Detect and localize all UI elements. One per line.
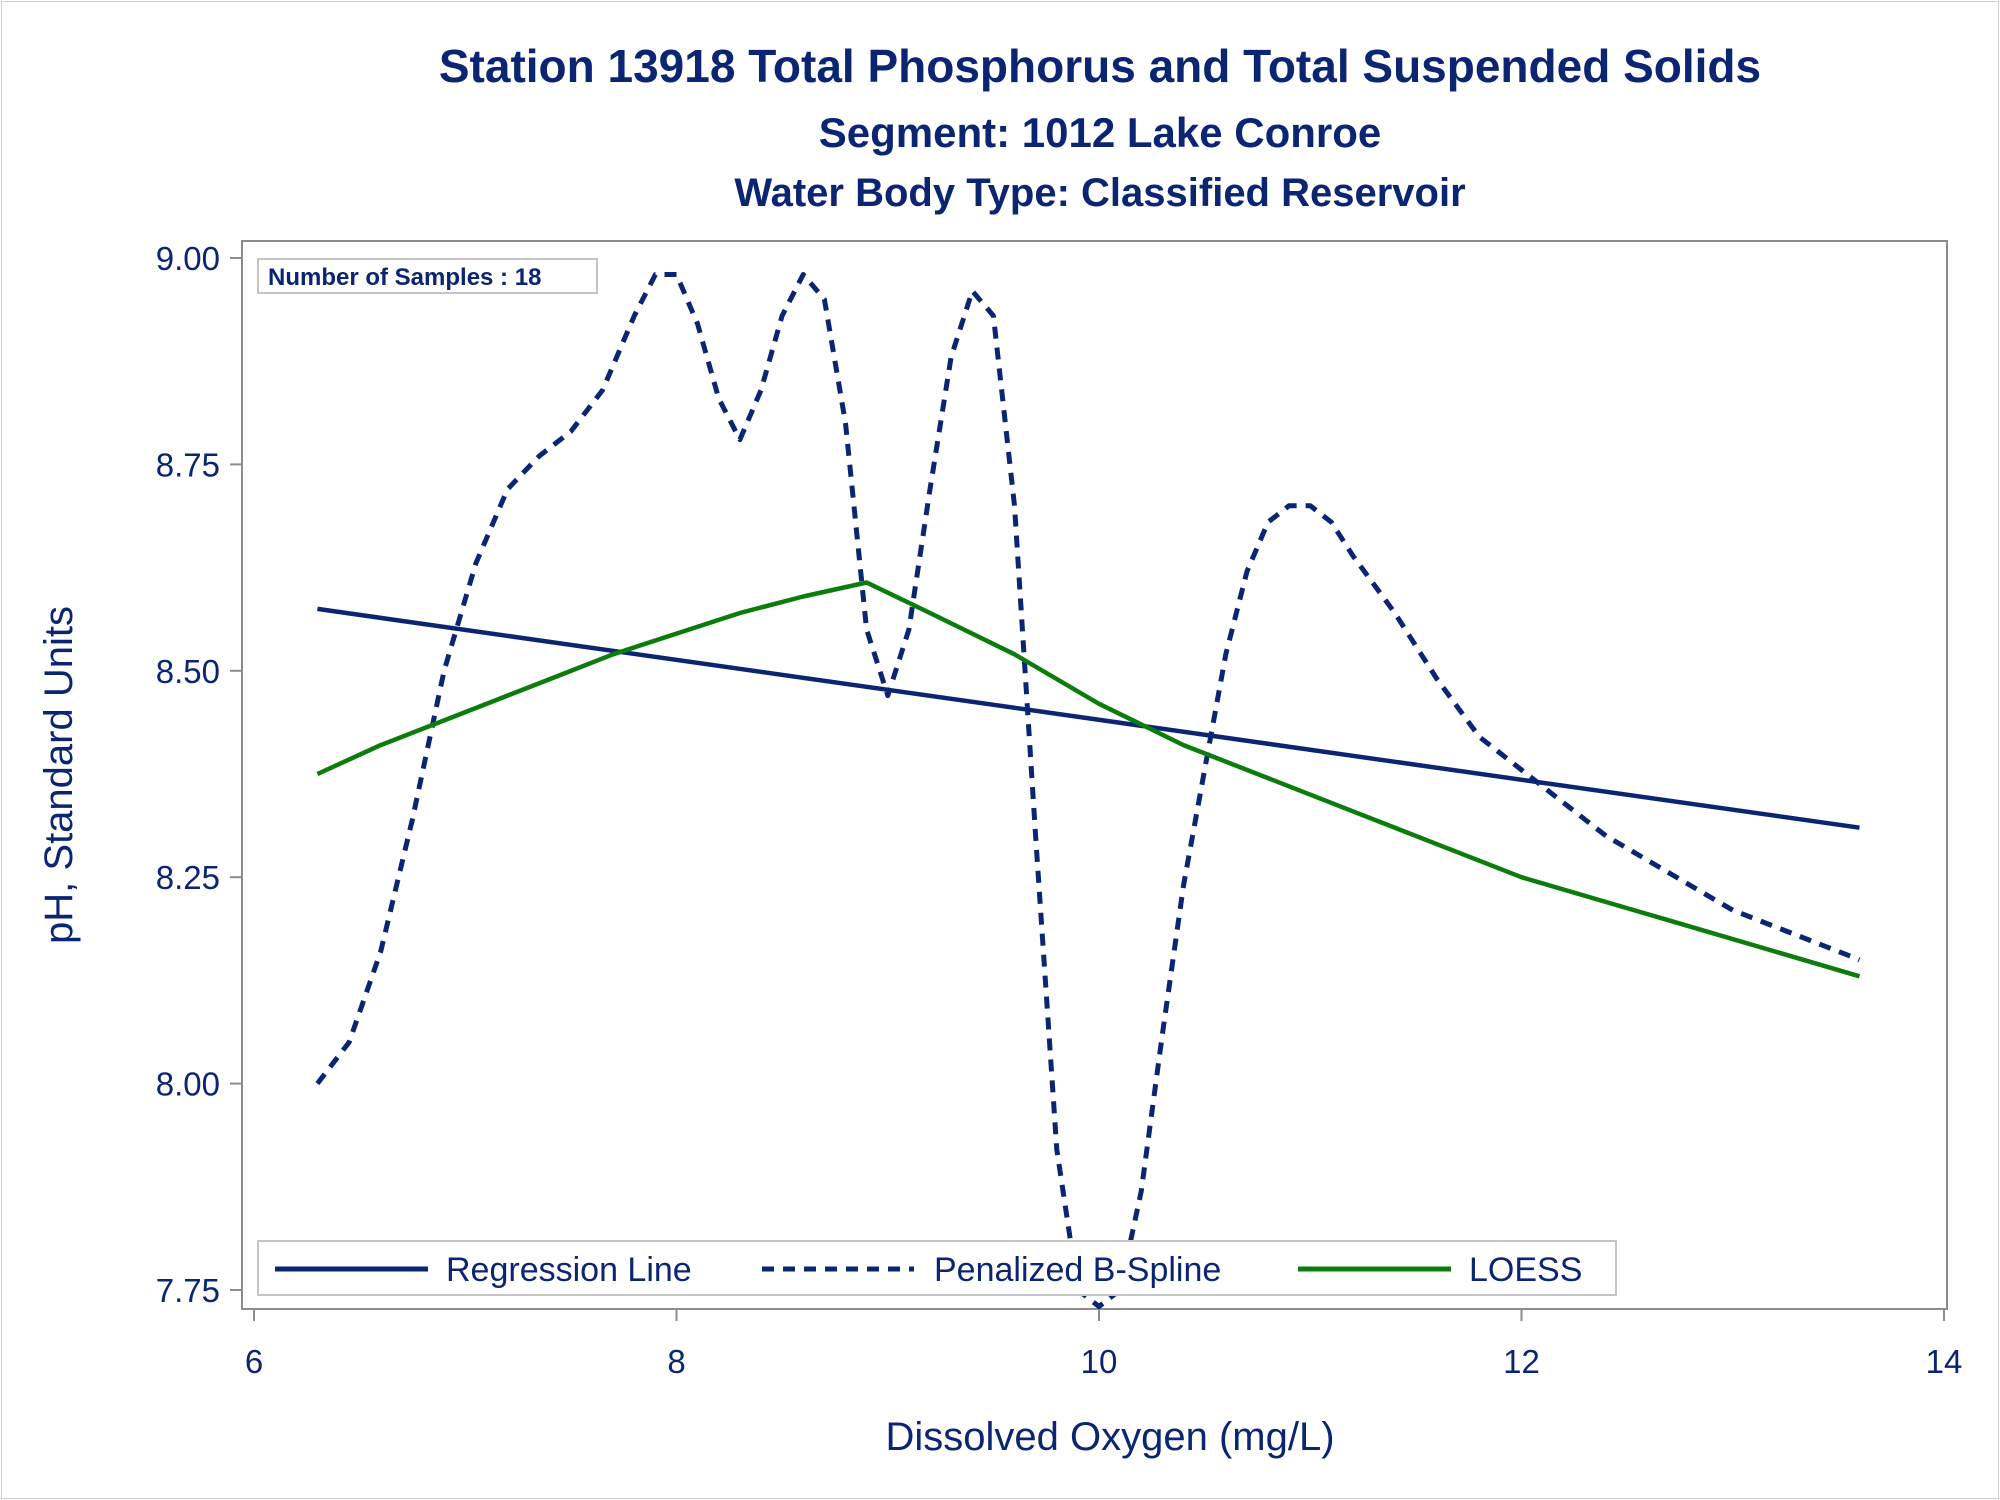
y-tick-label: 7.75 — [156, 1272, 220, 1309]
chart-subtitle-segment: Segment: 1012 Lake Conroe — [819, 109, 1382, 156]
x-tick-label: 14 — [1926, 1343, 1963, 1380]
plot-area — [241, 240, 1948, 1310]
y-tick-label: 8.25 — [156, 859, 220, 896]
y-axis-label: pH, Standard Units — [37, 606, 81, 944]
series-penalized-b-spline — [315, 272, 1861, 1309]
chart-subtitle-waterbody: Water Body Type: Classified Reservoir — [734, 171, 1465, 215]
chart-title: Station 13918 Total Phosphorus and Total… — [439, 40, 1761, 92]
series-layer — [315, 272, 1861, 1309]
series-loess — [316, 580, 1861, 979]
x-axis-label: Dissolved Oxygen (mg/L) — [885, 1415, 1334, 1459]
y-tick-label: 9.00 — [156, 240, 220, 277]
x-tick-label: 10 — [1081, 1343, 1118, 1380]
legend-label-regression-line: Regression Line — [446, 1251, 692, 1289]
x-tick-label: 12 — [1503, 1343, 1540, 1380]
series-regression-line — [317, 606, 1860, 830]
y-axis: 7.75 8.00 8.25 8.50 8.75 9.00 — [156, 240, 242, 1309]
sample-count-text: Number of Samples : 18 — [268, 264, 541, 291]
y-tick-label: 8.75 — [156, 446, 220, 483]
x-tick-label: 8 — [667, 1343, 685, 1380]
legend-label-penalized-b-spline: Penalized B-Spline — [934, 1251, 1221, 1289]
x-tick-label: 6 — [245, 1343, 263, 1380]
y-tick-label: 8.50 — [156, 653, 220, 690]
legend-label-loess: LOESS — [1469, 1251, 1582, 1289]
x-axis: 6 8 10 12 14 — [245, 1309, 1963, 1380]
sample-count-box: Number of Samples : 18 — [257, 258, 598, 294]
y-tick-label: 8.00 — [156, 1066, 220, 1103]
legend: Regression Line Penalized B-Spline LOESS — [257, 1240, 1617, 1296]
